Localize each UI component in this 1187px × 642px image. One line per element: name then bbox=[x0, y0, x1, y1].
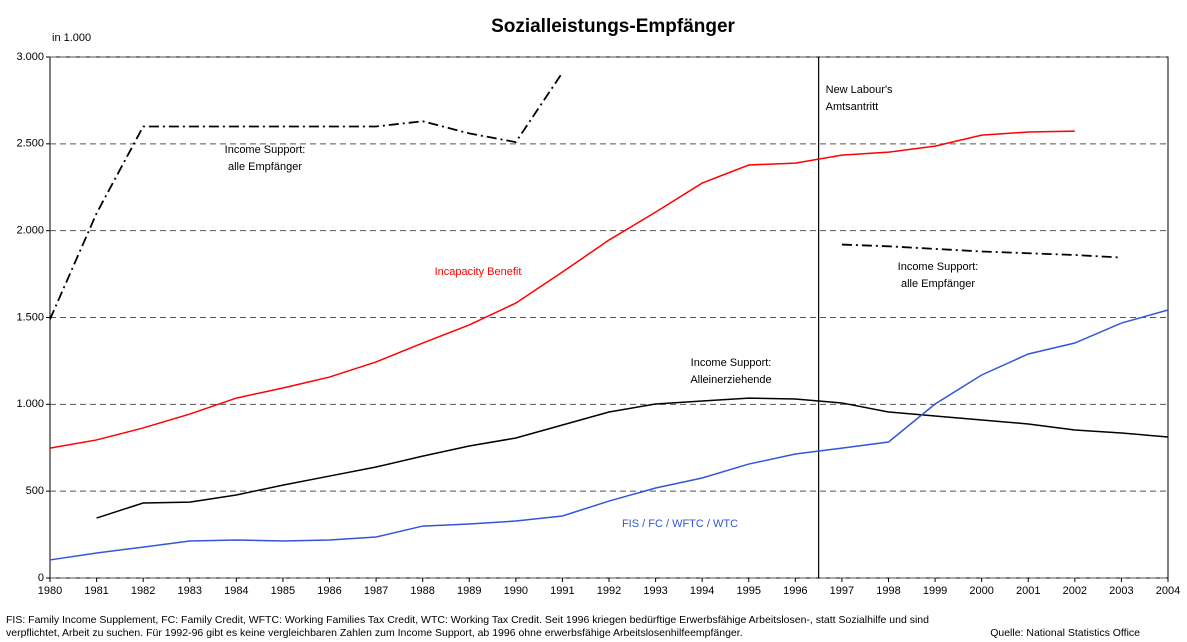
x-tick-label: 1980 bbox=[38, 585, 62, 597]
y-tick-label: 2.000 bbox=[16, 225, 44, 237]
x-tick-label: 2000 bbox=[969, 585, 993, 597]
x-tick-label: 1983 bbox=[178, 585, 202, 597]
x-tick-label: 1994 bbox=[690, 585, 714, 597]
series-line bbox=[49, 309, 1169, 561]
footnote: FIS: Family Income Supplement, FC: Famil… bbox=[6, 614, 929, 626]
x-tick-label: 1984 bbox=[224, 585, 248, 597]
x-tick-label: 1981 bbox=[84, 585, 108, 597]
series-line bbox=[49, 72, 1122, 320]
y-tick-label: 3.000 bbox=[16, 51, 44, 63]
series-line bbox=[49, 130, 1075, 449]
footnote: verpflichtet, Arbeit zu suchen. Für 1992… bbox=[6, 627, 743, 639]
annotation: Alleinerziehende bbox=[690, 374, 771, 386]
x-tick-label: 2002 bbox=[1063, 585, 1087, 597]
annotation: FIS / FC / WFTC / WTC bbox=[622, 518, 738, 530]
x-tick-label: 1990 bbox=[504, 585, 528, 597]
x-tick-label: 1992 bbox=[597, 585, 621, 597]
x-tick-label: 1999 bbox=[923, 585, 947, 597]
y-unit-label: in 1.000 bbox=[52, 32, 91, 44]
x-tick-label: 1993 bbox=[643, 585, 667, 597]
annotation: Income Support: bbox=[691, 357, 772, 369]
x-tick-label: 2003 bbox=[1109, 585, 1133, 597]
y-tick-label: 1.500 bbox=[16, 311, 44, 323]
event-label: New Labour's bbox=[826, 84, 893, 96]
x-tick-label: 1987 bbox=[364, 585, 388, 597]
x-tick-label: 1996 bbox=[783, 585, 807, 597]
x-tick-label: 1997 bbox=[830, 585, 854, 597]
x-tick-label: 1989 bbox=[457, 585, 481, 597]
y-tick-label: 2.500 bbox=[16, 138, 44, 150]
x-tick-label: 2004 bbox=[1156, 585, 1180, 597]
y-tick-label: 0 bbox=[38, 572, 44, 584]
y-tick-label: 500 bbox=[26, 485, 44, 497]
event-label: Amtsantritt bbox=[826, 101, 879, 113]
x-tick-label: 2001 bbox=[1016, 585, 1040, 597]
annotation: Income Support: bbox=[898, 261, 979, 273]
y-tick-label: 1.000 bbox=[16, 398, 44, 410]
annotation: alle Empfänger bbox=[228, 161, 302, 173]
x-tick-label: 1985 bbox=[271, 585, 295, 597]
annotation: Incapacity Benefit bbox=[435, 266, 522, 278]
x-tick-label: 1995 bbox=[737, 585, 761, 597]
series-line bbox=[96, 397, 1169, 519]
annotation: alle Empfänger bbox=[901, 278, 975, 290]
annotation: Income Support: bbox=[225, 144, 306, 156]
source: Quelle: National Statistics Office bbox=[990, 627, 1140, 639]
x-tick-label: 1982 bbox=[131, 585, 155, 597]
x-tick-label: 1998 bbox=[876, 585, 900, 597]
x-tick-label: 1988 bbox=[410, 585, 434, 597]
chart-title: Sozialleistungs-Empfänger bbox=[491, 16, 735, 37]
x-tick-label: 1986 bbox=[317, 585, 341, 597]
x-tick-label: 1991 bbox=[550, 585, 574, 597]
